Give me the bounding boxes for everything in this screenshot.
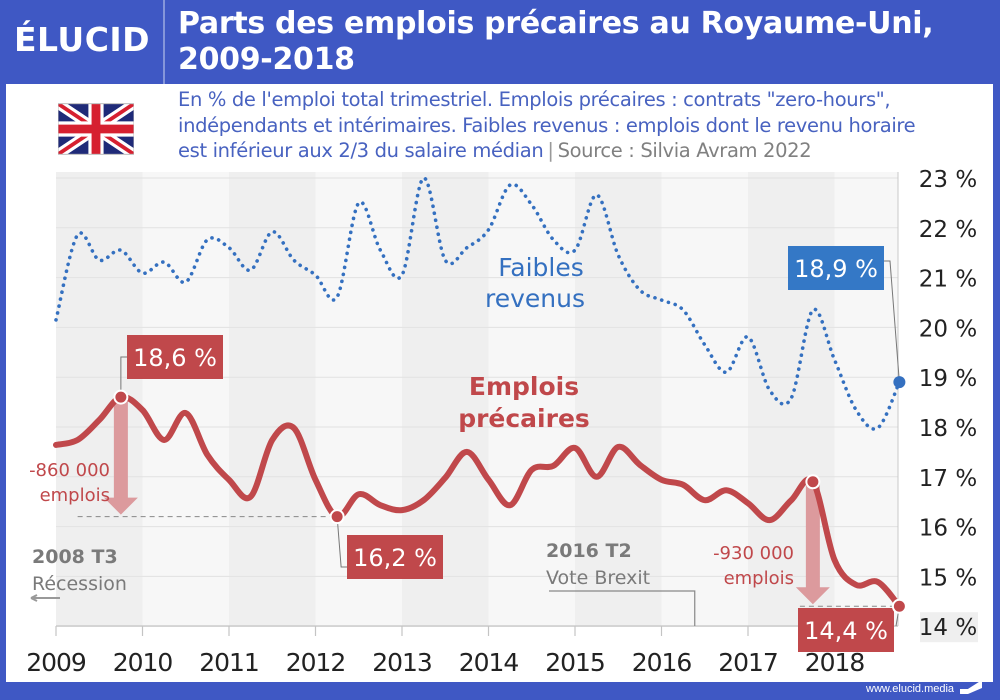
header-divider (163, 0, 165, 84)
series-line-emplois-precaires (53, 393, 903, 610)
callout-leader-line (120, 356, 127, 398)
y-tick-label: 19 % (919, 366, 977, 392)
y-tick-label: 23 % (919, 167, 977, 193)
subtitle-line1: En % de l'emploi total trimestriel. Empl… (178, 88, 891, 111)
series-label-faibles-revenus-line2: revenus (485, 284, 585, 313)
callout-leader-line (336, 516, 347, 568)
year-band (575, 172, 662, 626)
source-text: Source : Silvia Avram 2022 (557, 139, 812, 162)
callout-value-label: 18,9 % (794, 255, 878, 283)
x-tick-label: 2012 (286, 648, 346, 677)
drop-arrow-shaft (113, 397, 128, 499)
callout-leader-line (884, 260, 900, 383)
y-tick-label: 21 % (919, 267, 977, 293)
x-tick-label: 2014 (459, 648, 519, 677)
drop-label-unit: emplois (40, 485, 110, 506)
drop-arrow-shaft (805, 481, 820, 589)
year-band (661, 172, 748, 626)
data-point-marker (329, 509, 345, 525)
value-callouts: 18,6 % 16,2 % 14,4 % 18,9 % (113, 246, 907, 652)
data-point-marker (805, 474, 821, 490)
x-tick-label: 2011 (199, 648, 259, 677)
y-tick-label: 14 % (919, 615, 977, 641)
callout-box (788, 246, 884, 290)
year-band (488, 172, 575, 626)
subtitle-line2: indépendants et intérimaires. Faibles re… (178, 113, 916, 137)
elucid-logo: ÉLUCID (14, 20, 151, 59)
drop-label-unit: emplois (724, 568, 794, 589)
x-axis: 2009 2010 2011 2012 2013 2014 2015 2016 2017 2018 (26, 625, 898, 677)
data-point-marker (113, 389, 129, 405)
callout-box (347, 535, 443, 579)
chart-title-line2: 2009-2018 (178, 42, 355, 77)
x-tick-label: 2009 (26, 648, 86, 677)
drop-label-amount: -930 000 (713, 543, 794, 564)
drop-annotations: -860 000 emplois -930 000 emplois (29, 397, 900, 607)
chart-title: Parts des emplois précaires au Royaume-U… (178, 6, 988, 78)
x-tick-label: 2018 (805, 648, 865, 677)
callout-box (127, 335, 223, 379)
subtitle-line3-wrap: est inférieur aux 2/3 du salaire médian |… (178, 138, 993, 164)
event-brexit-marker-line (549, 590, 696, 626)
data-point-marker (893, 376, 906, 389)
event-brexit-title: 2016 T2 (546, 540, 632, 562)
year-band (142, 172, 229, 626)
event-recession-subtitle: Récession (32, 573, 127, 595)
series-label-emplois-precaires-line2: précaires (458, 404, 590, 433)
x-tick-label: 2016 (632, 648, 692, 677)
event-annotations: 2008 T3 Récession 2016 T2 Vote Brexit (30, 540, 696, 626)
y-tick-label: 20 % (919, 316, 977, 342)
subtitle-line3: est inférieur aux 2/3 du salaire médian (178, 139, 544, 162)
year-band (229, 172, 316, 626)
y-tick-label: 17 % (919, 466, 977, 492)
callout-value-label: 14,4 % (804, 617, 888, 645)
event-recession-title: 2008 T3 (32, 546, 118, 568)
footer-url[interactable]: www.elucid.media (866, 683, 955, 695)
x-tick-label: 2017 (718, 648, 778, 677)
y-tick-label: 18 % (919, 416, 977, 442)
uk-flag-icon (58, 103, 134, 155)
y-tick-highlight (920, 612, 978, 643)
series-label-emplois-precaires-line1: Emplois (469, 372, 579, 401)
header-bar: ÉLUCID Parts des emplois précaires au Ro… (0, 0, 1000, 84)
y-tick-label: 16 % (919, 516, 977, 542)
x-tick-label: 2015 (545, 648, 605, 677)
drop-arrow-head (795, 587, 830, 605)
chart-title-line1: Parts des emplois précaires au Royaume-U… (178, 6, 934, 41)
callout-box (798, 608, 894, 652)
y-axis: 23 % 22 % 21 % 20 % 19 % 18 % 17 % 16 % 15 % 14 % (919, 167, 978, 643)
x-tick-label: 2013 (372, 648, 432, 677)
elucid-flag-logo-icon (960, 680, 982, 694)
y-tick-label: 15 % (919, 565, 977, 591)
series-lines (53, 176, 903, 610)
series-label-faibles-revenus-line1: Faibles (498, 253, 584, 282)
callout-value-label: 16,2 % (353, 544, 437, 572)
data-point-marker (891, 598, 907, 614)
event-brexit-subtitle: Vote Brexit (546, 567, 650, 589)
arrow-left-icon (30, 594, 60, 602)
drop-arrow-head (103, 497, 138, 515)
source-separator: | (547, 139, 554, 162)
year-band (834, 172, 898, 626)
x-tick-label: 2010 (113, 648, 173, 677)
callout-value-label: 18,6 % (133, 344, 217, 372)
chart-subtitle: En % de l'emploi total trimestriel. Empl… (178, 87, 993, 164)
y-tick-label: 22 % (919, 217, 977, 243)
drop-label-amount: -860 000 (29, 460, 110, 481)
